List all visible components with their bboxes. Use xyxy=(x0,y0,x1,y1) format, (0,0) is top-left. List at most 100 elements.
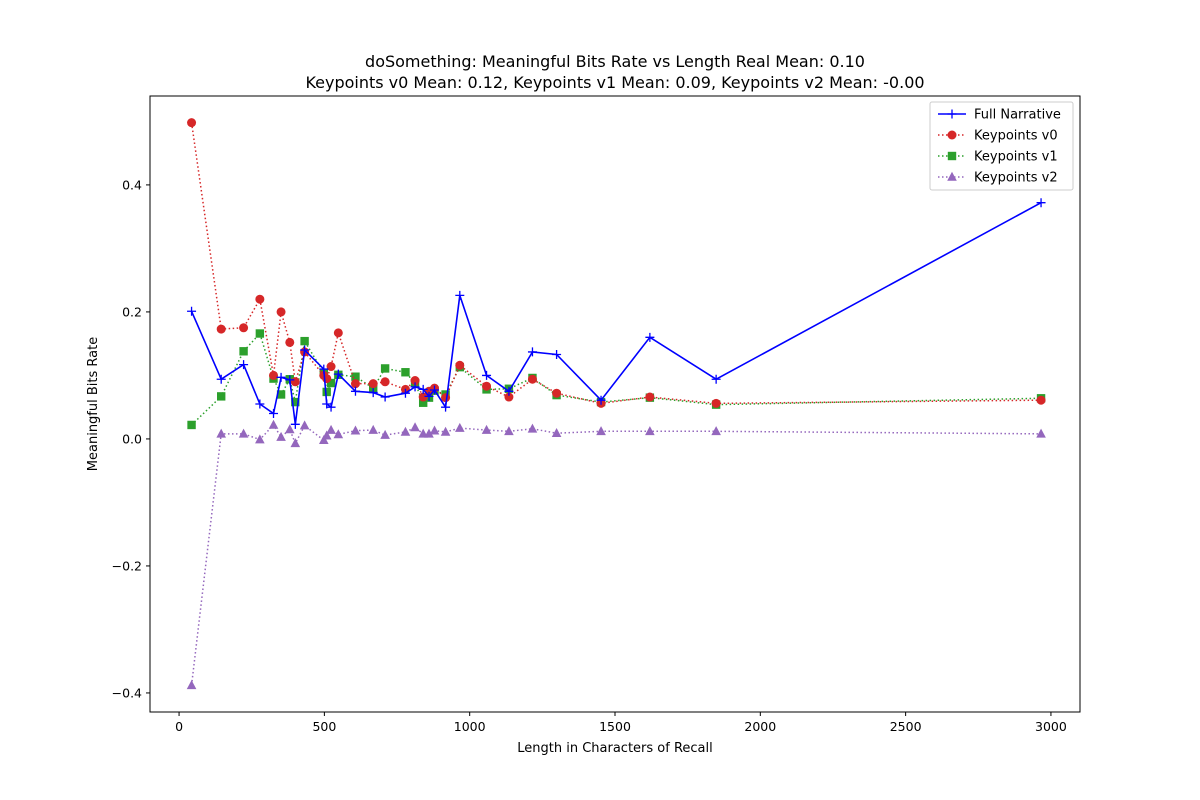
data-point-full-narrative xyxy=(300,345,310,355)
data-point-keypoints-v0 xyxy=(552,388,562,398)
data-point-keypoints-v0 xyxy=(350,379,360,389)
data-point-full-narrative xyxy=(269,409,279,419)
data-point-full-narrative xyxy=(504,386,514,396)
series-keypoints-v1 xyxy=(187,329,1046,430)
data-point-keypoints-v2 xyxy=(326,424,336,434)
data-point-keypoints-v0 xyxy=(187,118,197,128)
data-point-keypoints-v0 xyxy=(276,307,286,317)
data-point-full-narrative xyxy=(711,374,721,384)
data-point-keypoints-v0 xyxy=(455,360,465,370)
data-point-full-narrative xyxy=(410,382,420,392)
data-point-keypoints-v0 xyxy=(482,381,492,391)
data-point-keypoints-v2 xyxy=(504,426,514,436)
data-point-full-narrative xyxy=(319,364,329,374)
data-point-keypoints-v2 xyxy=(321,430,332,440)
x-axis-label: Length in Characters of Recall xyxy=(517,741,713,756)
data-point-keypoints-v1 xyxy=(187,420,196,430)
series-line-full-narrative xyxy=(190,201,1042,425)
data-point-keypoints-v2 xyxy=(290,438,301,448)
data-point-keypoints-v2 xyxy=(429,425,440,435)
data-point-keypoints-v2 xyxy=(268,419,279,429)
legend-label: Keypoints v2 xyxy=(974,171,1058,186)
data-point-full-narrative xyxy=(285,375,295,385)
plot-area xyxy=(186,118,1046,690)
series-full-narrative xyxy=(187,198,1046,429)
x-tick-label: 0 xyxy=(175,719,183,734)
data-point-keypoints-v2 xyxy=(276,431,286,441)
data-point-keypoints-v0 xyxy=(269,370,279,380)
data-point-full-narrative xyxy=(368,388,378,398)
data-point-keypoints-v2 xyxy=(424,428,434,438)
data-point-full-narrative xyxy=(326,402,336,412)
data-point-full-narrative xyxy=(430,385,440,395)
data-point-full-narrative xyxy=(424,391,434,401)
data-point-full-narrative xyxy=(482,370,492,380)
data-point-keypoints-v1 xyxy=(380,364,390,373)
legend-item-keypoints-v1: Keypoints v1 xyxy=(938,150,1058,165)
legend-box xyxy=(929,101,1074,191)
data-point-keypoints-v2 xyxy=(350,425,361,435)
data-point-keypoints-v0 xyxy=(711,398,721,408)
data-point-full-narrative xyxy=(418,384,428,394)
data-point-keypoints-v0 xyxy=(1036,395,1046,405)
data-point-keypoints-v2 xyxy=(410,422,420,432)
legend-marker xyxy=(947,130,957,140)
chart-title: doSomething: Meaningful Bits Rate vs Len… xyxy=(365,52,865,71)
data-point-keypoints-v1 xyxy=(300,336,309,346)
y-tick-label: 0.0 xyxy=(122,431,142,446)
legend-label: Keypoints v1 xyxy=(974,150,1058,165)
data-point-keypoints-v0 xyxy=(380,377,390,387)
series-keypoints-v0 xyxy=(187,118,1046,408)
data-point-keypoints-v2 xyxy=(527,423,538,433)
data-point-full-narrative xyxy=(187,306,197,316)
data-point-keypoints-v0 xyxy=(418,392,428,402)
data-point-keypoints-v2 xyxy=(400,426,411,436)
data-point-keypoints-v0 xyxy=(333,328,343,338)
x-tick-label: 1000 xyxy=(454,719,486,734)
data-point-full-narrative xyxy=(552,349,562,359)
x-tick-label: 500 xyxy=(312,719,336,734)
y-axis: −0.4 −0.2 0.0 0.2 0.4 xyxy=(112,177,150,700)
data-point-keypoints-v2 xyxy=(1036,428,1046,438)
data-point-keypoints-v0 xyxy=(216,324,226,334)
data-point-keypoints-v2 xyxy=(440,426,451,436)
data-point-keypoints-v1 xyxy=(351,372,360,381)
data-point-keypoints-v2 xyxy=(255,434,265,444)
legend-item-full-narrative: Full Narrative xyxy=(938,108,1061,123)
data-point-keypoints-v1 xyxy=(322,387,331,397)
data-point-keypoints-v1 xyxy=(418,398,428,407)
data-point-keypoints-v0 xyxy=(504,392,514,402)
y-tick-label: −0.2 xyxy=(112,558,142,573)
data-point-keypoints-v1 xyxy=(239,347,248,356)
data-point-keypoints-v2 xyxy=(551,428,562,438)
legend-label: Keypoints v0 xyxy=(974,129,1058,144)
data-point-keypoints-v2 xyxy=(711,426,721,436)
data-point-full-narrative xyxy=(441,402,451,412)
data-point-full-narrative xyxy=(276,372,286,382)
data-point-full-narrative xyxy=(216,374,226,384)
data-point-keypoints-v0 xyxy=(285,337,295,347)
data-point-keypoints-v0 xyxy=(368,379,378,389)
data-point-full-narrative xyxy=(645,332,655,342)
y-tick-label: 0.4 xyxy=(122,177,142,192)
y-tick-label: −0.4 xyxy=(112,685,142,700)
data-point-full-narrative xyxy=(527,347,537,357)
series-line-keypoints-v2 xyxy=(190,423,1042,686)
legend-item-keypoints-v0: Keypoints v0 xyxy=(938,129,1058,144)
series-line-keypoints-v1 xyxy=(191,332,1042,426)
legend-marker xyxy=(947,171,957,181)
legend: Full Narrative Keypoints v0 Keypoints v1 Ke… xyxy=(929,101,1074,191)
x-axis: 0 500 1000 1500 2000 2500 3000 xyxy=(175,712,1067,734)
legend-marker xyxy=(947,109,957,119)
data-point-full-narrative xyxy=(1036,198,1046,208)
data-point-keypoints-v2 xyxy=(186,680,197,690)
series-keypoints-v2 xyxy=(186,419,1046,690)
data-point-keypoints-v0 xyxy=(410,376,420,386)
x-tick-label: 2500 xyxy=(890,719,922,734)
data-point-full-narrative xyxy=(380,392,390,402)
data-point-keypoints-v2 xyxy=(481,424,492,434)
data-point-keypoints-v2 xyxy=(380,429,390,439)
data-point-keypoints-v2 xyxy=(368,424,378,434)
data-point-keypoints-v0 xyxy=(645,392,655,402)
data-point-full-narrative xyxy=(400,388,410,398)
